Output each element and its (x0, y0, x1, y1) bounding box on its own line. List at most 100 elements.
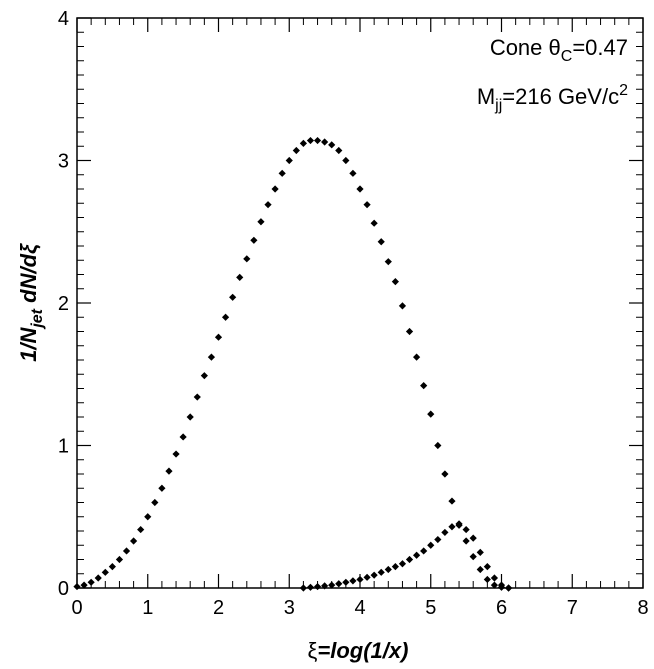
point-series-2 (441, 528, 449, 537)
point-series-1 (158, 484, 166, 492)
point-series-2 (328, 581, 336, 589)
point-series-1 (490, 581, 499, 589)
y-tick-label: 1 (58, 436, 69, 458)
point-series-1 (172, 450, 180, 458)
point-series-1 (328, 141, 336, 149)
point-series-1 (144, 513, 152, 521)
point-series-1 (137, 525, 145, 534)
point-series-1 (101, 568, 109, 576)
point-series-1 (420, 382, 428, 390)
point-series-1 (434, 441, 442, 450)
point-series-2 (377, 568, 385, 576)
point-series-2 (497, 581, 506, 589)
point-series-1 (80, 581, 88, 589)
x-axis-title: ξ=log(1/x) (308, 638, 409, 663)
point-series-2 (455, 521, 463, 529)
x-tick-label: 6 (496, 597, 507, 619)
point-series-1 (483, 575, 491, 584)
point-series-2 (434, 535, 442, 544)
point-series-1 (321, 138, 329, 146)
point-series-2 (427, 541, 435, 549)
point-series-1 (87, 578, 95, 586)
point-series-1 (413, 353, 421, 361)
point-series-1 (94, 574, 102, 582)
point-series-2 (469, 534, 477, 542)
point-series-2 (490, 574, 499, 582)
point-series-1 (462, 537, 470, 545)
point-series-2 (349, 577, 357, 585)
point-series-2 (504, 584, 513, 592)
point-series-1 (285, 156, 293, 165)
point-series-1 (122, 547, 131, 555)
point-series-1 (221, 313, 230, 321)
y-axis: 0 1 2 3 4 (58, 8, 643, 600)
x-tick-label: 3 (284, 597, 295, 619)
point-series-1 (356, 185, 364, 193)
x-tick-label: 2 (213, 597, 224, 619)
point-series-2 (306, 583, 315, 591)
point-series-1 (476, 565, 484, 574)
point-series-1 (370, 219, 378, 227)
point-series-2 (363, 573, 371, 581)
point-series-2 (462, 525, 470, 534)
x-tick-label: 5 (425, 597, 436, 619)
point-series-2 (413, 551, 421, 559)
point-series-1 (73, 582, 81, 591)
point-series-2 (448, 523, 456, 531)
point-series-1 (448, 497, 456, 505)
point-series-1 (335, 146, 343, 155)
point-series-1 (363, 201, 371, 209)
point-series-2 (405, 555, 414, 564)
point-series-2 (335, 580, 343, 588)
point-series-1 (299, 139, 307, 147)
point-series-1 (384, 258, 392, 266)
point-series-2 (299, 584, 307, 592)
point-series-1 (398, 302, 407, 310)
point-series-1 (391, 278, 399, 286)
point-series-1 (200, 372, 208, 380)
data-points (73, 136, 513, 592)
x-tick-label: 7 (567, 597, 578, 619)
point-series-2 (356, 575, 364, 584)
x-tick-label: 0 (71, 597, 82, 619)
point-series-2 (384, 565, 392, 574)
point-series-1 (278, 169, 286, 177)
point-series-1 (292, 146, 300, 155)
point-series-1 (186, 413, 194, 421)
point-series-1 (306, 136, 315, 145)
point-series-2 (321, 582, 329, 590)
x-tick-label: 4 (354, 597, 365, 619)
annotation-cone: Cone θC=0.47 (490, 35, 628, 65)
point-series-1 (151, 498, 159, 507)
point-series-1 (349, 169, 357, 177)
point-series-1 (377, 238, 385, 246)
point-series-1 (130, 537, 138, 545)
y-tick-label: 3 (58, 151, 69, 173)
y-tick-label: 4 (58, 8, 69, 30)
point-series-2 (342, 578, 350, 586)
point-series-1 (441, 470, 449, 478)
point-series-1 (250, 236, 258, 244)
point-series-1 (264, 201, 272, 209)
point-series-2 (313, 582, 322, 591)
point-series-2 (370, 571, 378, 579)
point-series-1 (243, 255, 251, 263)
point-series-1 (214, 333, 223, 341)
point-series-1 (342, 156, 350, 165)
point-series-1 (179, 433, 187, 441)
point-series-1 (271, 185, 279, 193)
point-series-2 (391, 563, 399, 571)
point-series-1 (236, 273, 244, 281)
point-series-1 (165, 467, 173, 475)
point-series-1 (115, 555, 124, 564)
y-axis-title: 1/Njet dN/dξ (16, 243, 46, 362)
point-series-1 (108, 563, 116, 571)
point-series-1 (427, 410, 435, 418)
point-series-1 (229, 293, 237, 301)
point-series-1 (257, 218, 265, 226)
point-series-2 (483, 563, 491, 571)
x-tick-label: 8 (637, 597, 648, 619)
point-series-2 (420, 547, 428, 555)
y-tick-label: 2 (58, 293, 69, 315)
